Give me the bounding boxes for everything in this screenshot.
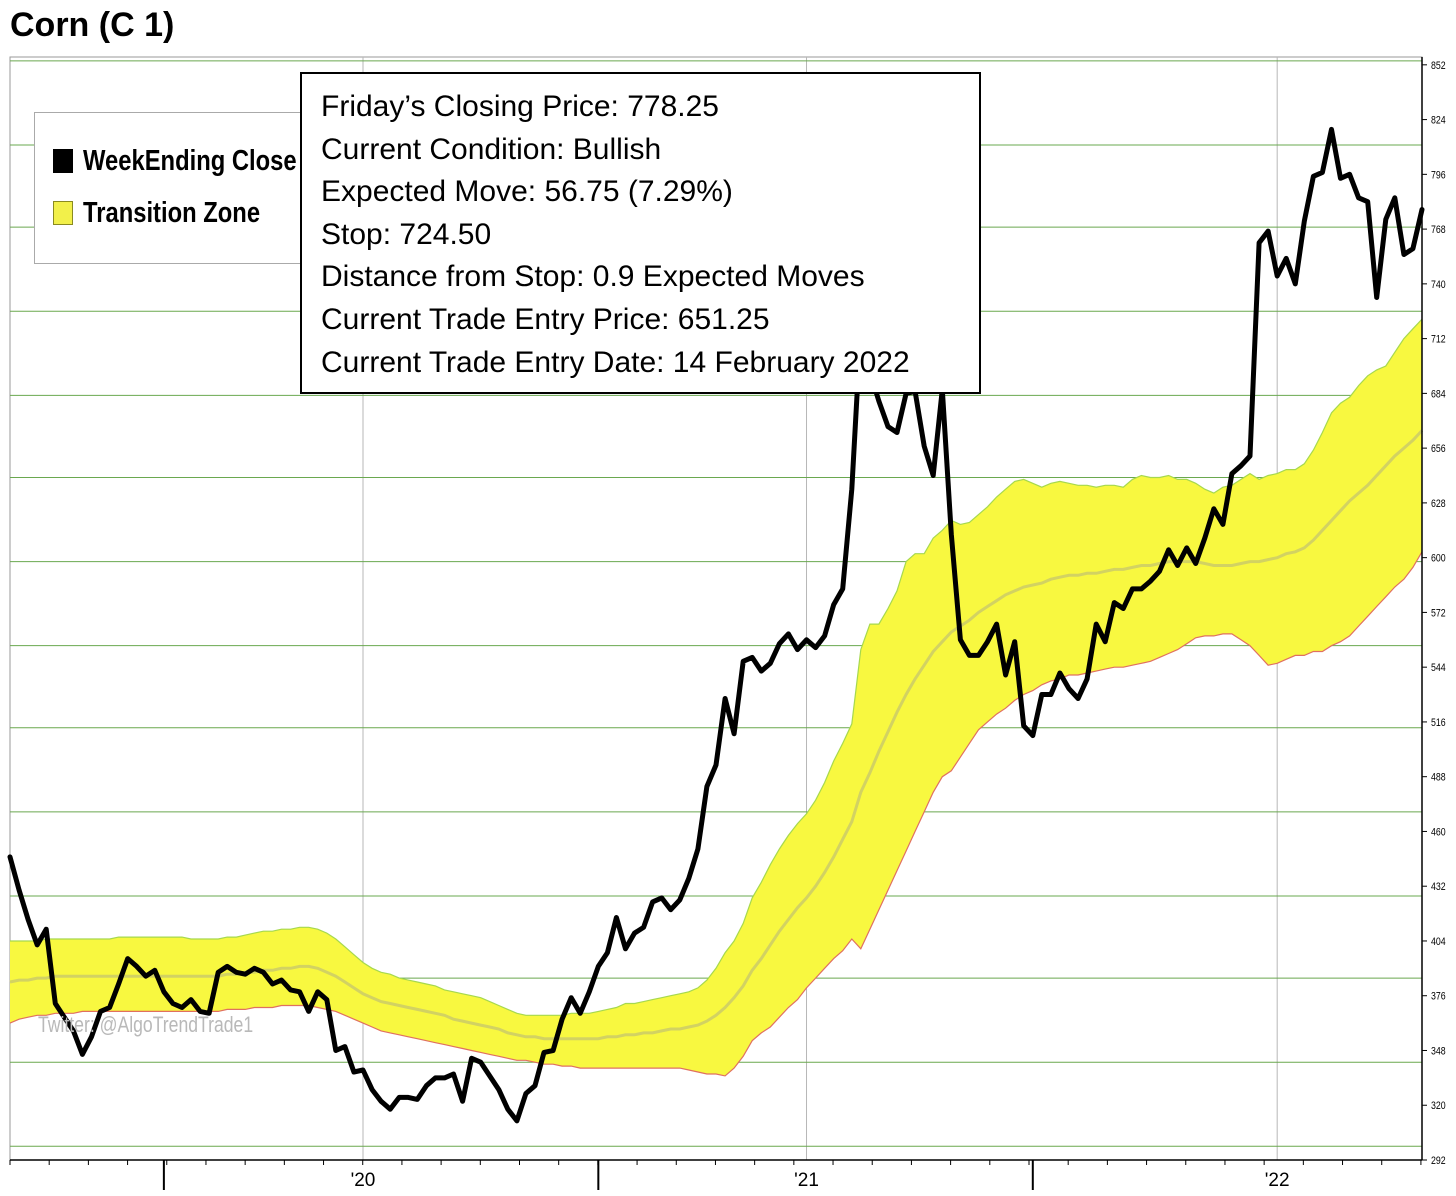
y-tick-label: 572: [1431, 608, 1446, 620]
y-tick-label: 376: [1431, 991, 1446, 1003]
chart-legend: WeekEnding Close Transition Zone: [34, 112, 302, 264]
y-tick-label: 600: [1431, 553, 1446, 565]
zone-legend-label: Transition Zone: [83, 196, 261, 229]
x-tick-label: '20: [351, 1170, 376, 1191]
y-tick-label: 320: [1431, 1100, 1446, 1112]
transition-zone-fill: [10, 319, 1422, 1076]
y-tick-label: 684: [1431, 389, 1446, 401]
entry-date-text: Current Trade Entry Date: 14 February 20…: [321, 345, 910, 379]
close-legend-swatch: [53, 149, 73, 173]
y-tick-label: 292: [1431, 1155, 1446, 1167]
y-tick-label: 544: [1431, 662, 1446, 674]
y-tick-label: 404: [1431, 936, 1446, 948]
y-tick-label: 712: [1431, 334, 1446, 346]
y-tick-label: 348: [1431, 1046, 1446, 1058]
y-tick-label: 852: [1431, 60, 1446, 72]
y-tick-label: 516: [1431, 717, 1446, 729]
chart-axes: 292 320 348 376 404 432 460 488 516 544 572 600 628 6…: [9, 57, 1446, 1191]
transition-zone-lower-edge: [9, 551, 1423, 1077]
y-tick-label: 488: [1431, 772, 1446, 784]
y-tick-label: 824: [1431, 115, 1446, 127]
weekending-close-line: [7, 126, 1425, 1124]
zone-legend-swatch: [53, 201, 73, 225]
y-tick-label: 768: [1431, 224, 1446, 236]
transition-zone-upper-edge: [10, 318, 1423, 1016]
twitter-watermark: Twitter: @AlgoTrendTrade1: [38, 1012, 254, 1037]
y-tick-label: 628: [1431, 498, 1446, 510]
current-condition-text: Current Condition: Bullish: [321, 132, 662, 166]
close-legend-label: WeekEnding Close: [83, 144, 297, 177]
distance-from-stop-text: Distance from Stop: 0.9 Expected Moves: [321, 260, 865, 294]
legend-item-zone: Transition Zone: [53, 196, 299, 229]
x-tick-label: '22: [1265, 1170, 1290, 1191]
trade-info-box: Friday’s Closing Price: 778.25 Current C…: [300, 72, 981, 394]
x-tick-label: '21: [794, 1170, 819, 1191]
y-tick-label: 432: [1431, 881, 1446, 893]
chart-title: Corn (C 1): [10, 6, 175, 44]
close-price-line: [7, 126, 1425, 1124]
stop-text: Stop: 724.50: [321, 217, 492, 251]
legend-item-close: WeekEnding Close: [53, 144, 344, 177]
closing-price-text: Friday’s Closing Price: 778.25: [321, 90, 719, 123]
y-tick-label: 460: [1431, 827, 1446, 839]
expected-move-text: Expected Move: 56.75 (7.29%): [321, 175, 733, 209]
y-tick-label: 740: [1431, 279, 1446, 291]
y-tick-label: 656: [1431, 443, 1446, 455]
transition-zone-band: [9, 318, 1424, 1077]
y-tick-label: 796: [1431, 170, 1446, 182]
entry-price-text: Current Trade Entry Price: 651.25: [321, 302, 770, 336]
